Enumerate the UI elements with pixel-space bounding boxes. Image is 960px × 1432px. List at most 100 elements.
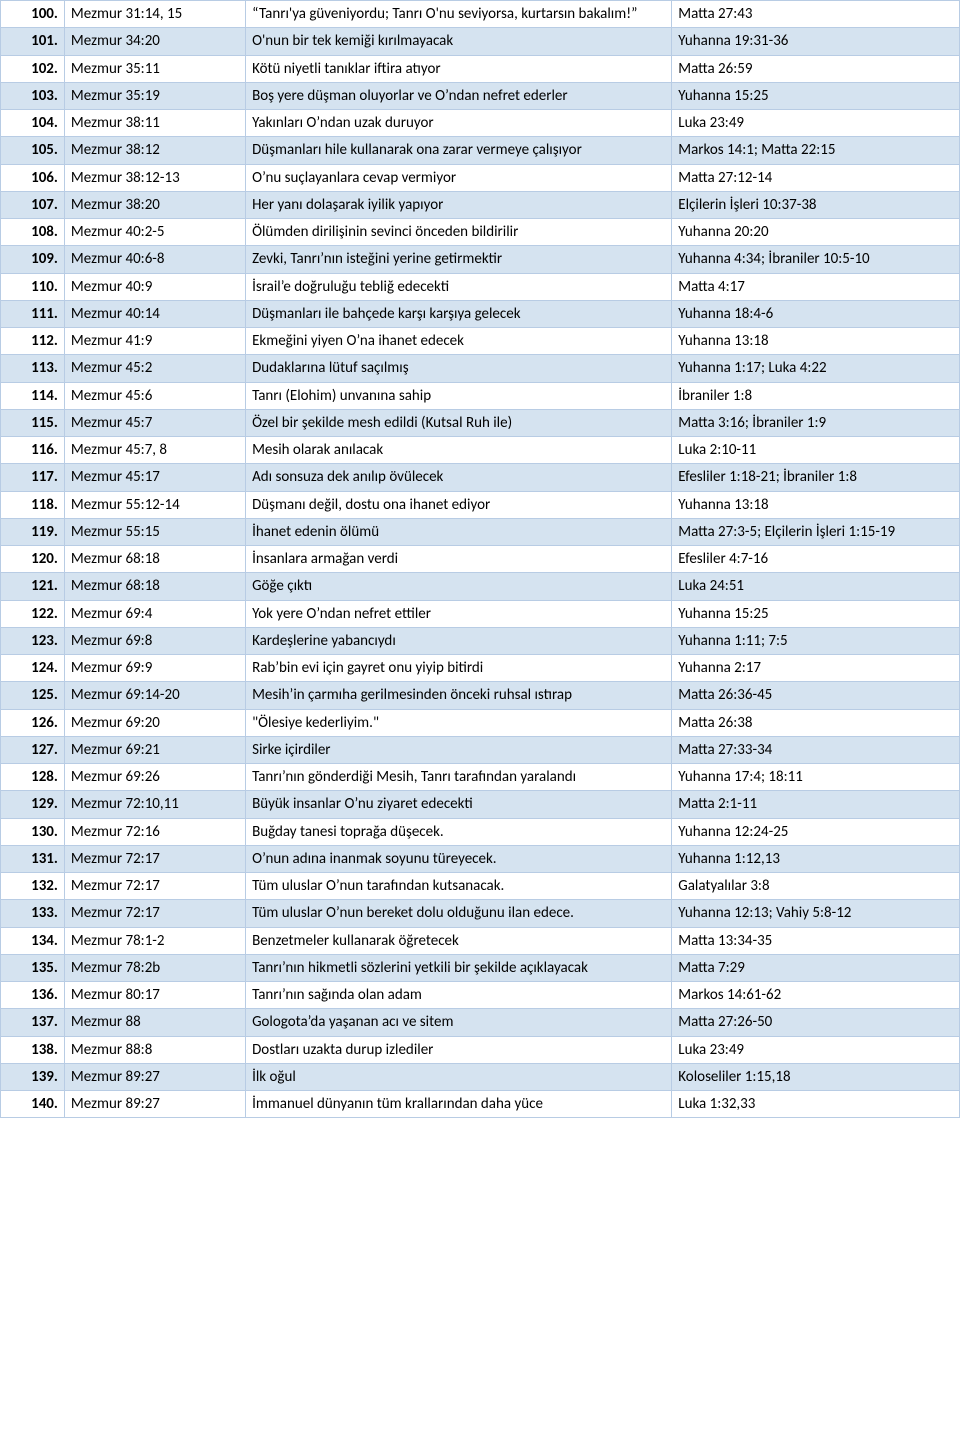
ot-reference: Mezmur 88 — [64, 1009, 245, 1036]
row-number: 121. — [1, 573, 65, 600]
row-number: 116. — [1, 437, 65, 464]
ot-reference: Mezmur 40:6-8 — [64, 246, 245, 273]
table-row: 138.Mezmur 88:8Dostları uzakta durup izl… — [1, 1036, 960, 1063]
nt-reference: Matta 27:3-5; Elçilerin İşleri 1:15-19 — [672, 518, 960, 545]
description: Rab’bin evi için gayret onu yiyip bitird… — [246, 655, 672, 682]
row-number: 118. — [1, 491, 65, 518]
nt-reference: Matta 13:34-35 — [672, 927, 960, 954]
ot-reference: Mezmur 89:27 — [64, 1063, 245, 1090]
nt-reference: Luka 2:10-11 — [672, 437, 960, 464]
row-number: 103. — [1, 82, 65, 109]
table-row: 126.Mezmur 69:20"Ölesiye kederliyim."Mat… — [1, 709, 960, 736]
ot-reference: Mezmur 45:7 — [64, 409, 245, 436]
description: İlk oğul — [246, 1063, 672, 1090]
ot-reference: Mezmur 78:2b — [64, 954, 245, 981]
description: Buğday tanesi toprağa düşecek. — [246, 818, 672, 845]
nt-reference: İbraniler 1:8 — [672, 382, 960, 409]
description: İmmanuel dünyanın tüm krallarından daha … — [246, 1091, 672, 1118]
row-number: 113. — [1, 355, 65, 382]
row-number: 137. — [1, 1009, 65, 1036]
description: İsrail’e doğruluğu tebliğ edecekti — [246, 273, 672, 300]
nt-reference: Markos 14:61-62 — [672, 982, 960, 1009]
row-number: 127. — [1, 736, 65, 763]
row-number: 104. — [1, 110, 65, 137]
ot-reference: Mezmur 88:8 — [64, 1036, 245, 1063]
table-row: 101.Mezmur 34:20O'nun bir tek kemiği kır… — [1, 28, 960, 55]
ot-reference: Mezmur 45:2 — [64, 355, 245, 382]
table-row: 102.Mezmur 35:11Kötü niyetli tanıklar if… — [1, 55, 960, 82]
table-row: 132.Mezmur 72:17Tüm uluslar O’nun tarafı… — [1, 873, 960, 900]
description: Kötü niyetli tanıklar iftira atıyor — [246, 55, 672, 82]
description: Tüm uluslar O’nun bereket dolu olduğunu … — [246, 900, 672, 927]
nt-reference: Luka 23:49 — [672, 1036, 960, 1063]
table-row: 131.Mezmur 72:17O’nun adına inanmak soyu… — [1, 845, 960, 872]
row-number: 122. — [1, 600, 65, 627]
ot-reference: Mezmur 41:9 — [64, 328, 245, 355]
nt-reference: Yuhanna 1:11; 7:5 — [672, 627, 960, 654]
table-row: 135.Mezmur 78:2bTanrı’nın hikmetli sözle… — [1, 954, 960, 981]
ot-reference: Mezmur 69:20 — [64, 709, 245, 736]
description: Tüm uluslar O’nun tarafından kutsanacak. — [246, 873, 672, 900]
nt-reference: Yuhanna 18:4-6 — [672, 300, 960, 327]
row-number: 129. — [1, 791, 65, 818]
row-number: 140. — [1, 1091, 65, 1118]
ot-reference: Mezmur 45:7, 8 — [64, 437, 245, 464]
nt-reference: Matta 26:38 — [672, 709, 960, 736]
description: Kardeşlerine yabancıydı — [246, 627, 672, 654]
ot-reference: Mezmur 80:17 — [64, 982, 245, 1009]
description: Büyük insanlar O’nu ziyaret edecekti — [246, 791, 672, 818]
row-number: 106. — [1, 164, 65, 191]
table-row: 103.Mezmur 35:19Boş yere düşman oluyorla… — [1, 82, 960, 109]
row-number: 131. — [1, 845, 65, 872]
nt-reference: Luka 24:51 — [672, 573, 960, 600]
table-row: 134.Mezmur 78:1-2Benzetmeler kullanarak … — [1, 927, 960, 954]
description: Dostları uzakta durup izlediler — [246, 1036, 672, 1063]
nt-reference: Yuhanna 12:13; Vahiy 5:8-12 — [672, 900, 960, 927]
row-number: 107. — [1, 191, 65, 218]
ot-reference: Mezmur 69:9 — [64, 655, 245, 682]
row-number: 124. — [1, 655, 65, 682]
ot-reference: Mezmur 69:8 — [64, 627, 245, 654]
table-row: 118.Mezmur 55:12-14Düşmanı değil, dostu … — [1, 491, 960, 518]
nt-reference: Matta 26:36-45 — [672, 682, 960, 709]
table-row: 125.Mezmur 69:14-20Mesih’in çarmıha geri… — [1, 682, 960, 709]
row-number: 112. — [1, 328, 65, 355]
ot-reference: Mezmur 40:9 — [64, 273, 245, 300]
row-number: 102. — [1, 55, 65, 82]
ot-reference: Mezmur 55:12-14 — [64, 491, 245, 518]
nt-reference: Yuhanna 1:17; Luka 4:22 — [672, 355, 960, 382]
nt-reference: Yuhanna 13:18 — [672, 491, 960, 518]
table-row: 124.Mezmur 69:9Rab’bin evi için gayret o… — [1, 655, 960, 682]
ot-reference: Mezmur 68:18 — [64, 573, 245, 600]
nt-reference: Matta 7:29 — [672, 954, 960, 981]
table-row: 105.Mezmur 38:12Düşmanları hile kullanar… — [1, 137, 960, 164]
description: Tanrı (Elohim) unvanına sahip — [246, 382, 672, 409]
description: O’nu suçlayanlara cevap vermiyor — [246, 164, 672, 191]
row-number: 109. — [1, 246, 65, 273]
ot-reference: Mezmur 72:17 — [64, 873, 245, 900]
ot-reference: Mezmur 72:16 — [64, 818, 245, 845]
description: Dudaklarına lütuf saçılmış — [246, 355, 672, 382]
description: "Ölesiye kederliyim." — [246, 709, 672, 736]
nt-reference: Matta 3:16; İbraniler 1:9 — [672, 409, 960, 436]
row-number: 135. — [1, 954, 65, 981]
table-row: 129.Mezmur 72:10,11Büyük insanlar O’nu z… — [1, 791, 960, 818]
description: Ekmeğini yiyen O’na ihanet edecek — [246, 328, 672, 355]
table-row: 133.Mezmur 72:17Tüm uluslar O’nun bereke… — [1, 900, 960, 927]
table-row: 128.Mezmur 69:26Tanrı’nın gönderdiği Mes… — [1, 764, 960, 791]
nt-reference: Yuhanna 12:24-25 — [672, 818, 960, 845]
description: Adı sonsuza dek anılıp övülecek — [246, 464, 672, 491]
nt-reference: Matta 27:33-34 — [672, 736, 960, 763]
row-number: 138. — [1, 1036, 65, 1063]
table-row: 112.Mezmur 41:9Ekmeğini yiyen O’na ihane… — [1, 328, 960, 355]
row-number: 139. — [1, 1063, 65, 1090]
table-row: 130.Mezmur 72:16Buğday tanesi toprağa dü… — [1, 818, 960, 845]
table-row: 123.Mezmur 69:8Kardeşlerine yabancıydıYu… — [1, 627, 960, 654]
description: O’nun adına inanmak soyunu türeyecek. — [246, 845, 672, 872]
nt-reference: Luka 23:49 — [672, 110, 960, 137]
nt-reference: Koloseliler 1:15,18 — [672, 1063, 960, 1090]
row-number: 101. — [1, 28, 65, 55]
description: Benzetmeler kullanarak öğretecek — [246, 927, 672, 954]
description: Gologota’da yaşanan acı ve sitem — [246, 1009, 672, 1036]
table-row: 111.Mezmur 40:14Düşmanları ile bahçede k… — [1, 300, 960, 327]
